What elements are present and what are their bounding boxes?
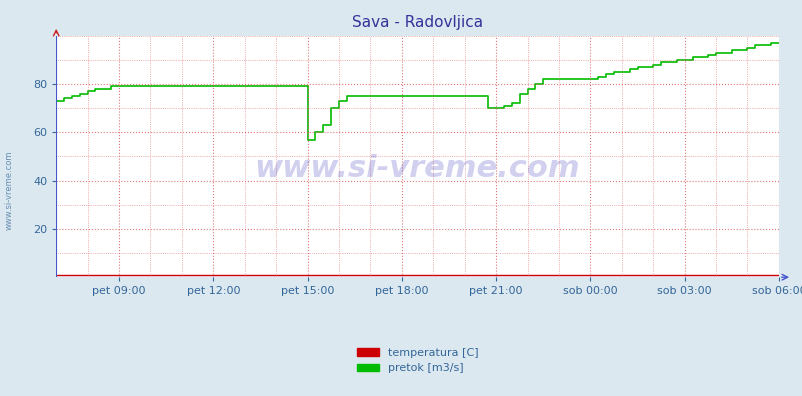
Text: www.si-vreme.com: www.si-vreme.com [4, 150, 14, 230]
Title: Sava - Radovljica: Sava - Radovljica [351, 15, 483, 30]
Legend: temperatura [C], pretok [m3/s]: temperatura [C], pretok [m3/s] [352, 343, 482, 378]
Text: www.si-vreme.com: www.si-vreme.com [254, 154, 580, 183]
